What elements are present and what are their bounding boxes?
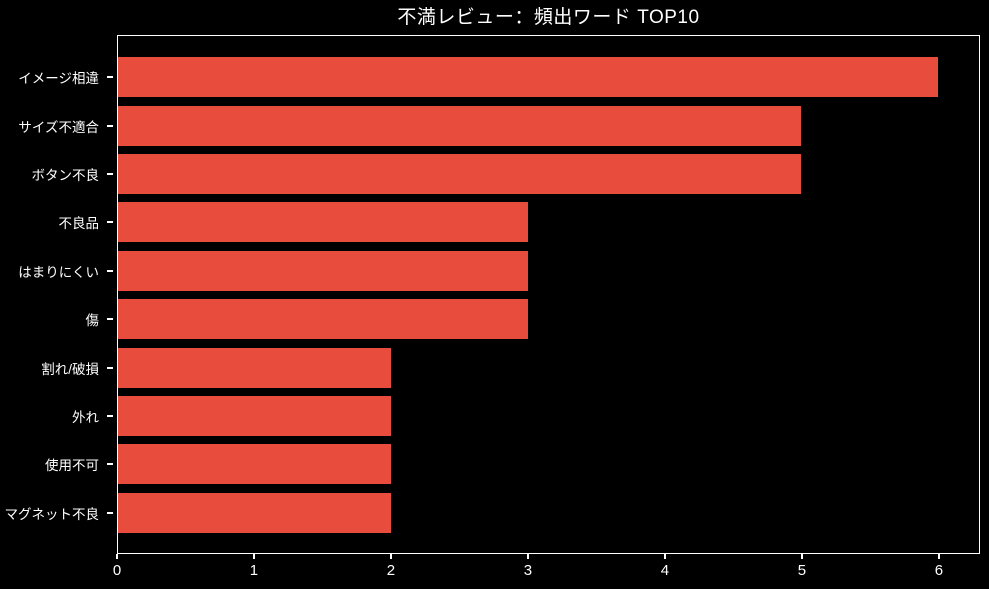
y-tick-mark [107,173,113,176]
bar [118,347,392,388]
plot-area [117,35,980,554]
y-tick-row: 傷 [0,295,117,343]
bar [118,444,392,485]
x-tick-mark [389,554,392,559]
y-tick-row: マグネット不良 [0,489,117,537]
x-tick-label: 0 [112,562,122,579]
bar-row [118,440,979,488]
y-tick-row: 外れ [0,392,117,440]
bar [118,154,802,195]
y-tick-label: 使用不可 [45,458,99,474]
x-tick-mark [116,554,118,559]
y-tick-row: 不良品 [0,198,117,246]
y-tick-label: 外れ [72,410,99,426]
bar [118,105,802,146]
y-tick-mark [107,221,113,224]
y-tick-label: イメージ相違 [18,71,99,87]
y-tick-mark [107,463,113,466]
y-tick-mark [107,415,113,418]
bar-row [118,150,979,198]
y-tick-label: マグネット不良 [4,506,100,522]
y-tick-mark [107,124,113,127]
y-tick-mark [107,76,113,79]
y-tick-label: 割れ/破損 [41,361,99,377]
x-tick-mark [663,554,666,559]
bar-row [118,392,979,440]
bar [118,396,392,437]
bar-rows [118,36,979,553]
bar-row [118,295,979,343]
bar [118,202,528,243]
x-tick-mark [252,554,255,559]
x-tick-label: 2 [386,562,396,579]
x-tick-label: 4 [660,562,670,579]
x-tick-mark [800,554,803,559]
y-tick-row: サイズ不適合 [0,101,117,149]
y-axis-labels: イメージ相違 サイズ不適合ボタン不良不良品はまりにくい傷割れ/破損外れ使用不可マグ… [0,36,117,553]
y-tick-mark [107,366,113,369]
y-tick-label: 傷 [85,313,100,329]
x-tick-mark [937,554,940,559]
bar-row [118,247,979,295]
y-tick-mark [107,269,113,272]
x-tick-mark [526,554,529,559]
bar [118,299,528,340]
chart-title: 不満レビュー：頻出ワード TOP10 [397,7,700,28]
y-tick-row: はまりにくい [0,247,117,295]
x-tick-label: 5 [797,562,807,579]
y-tick-label: 不良品 [58,216,100,232]
y-tick-label: はまりにくい [18,264,99,280]
x-axis: 0 1 2 3 4 5 6 [113,554,980,588]
bar-row [118,489,979,537]
bar [118,492,392,533]
bar [118,57,938,98]
y-tick-row: 使用不可 [0,440,117,488]
x-tick-label: 1 [249,562,259,579]
bar-row [118,343,979,391]
y-tick-row: イメージ相違 [0,53,117,101]
y-tick-row: ボタン不良 [0,150,117,198]
y-tick-mark [107,318,113,321]
bar-row [118,53,979,101]
y-tick-row: 割れ/破損 [0,343,117,391]
bar-row [118,198,979,246]
y-tick-label: ボタン不良 [31,168,100,184]
y-tick-label: サイズ不適合 [18,119,99,135]
x-tick-label: 3 [523,562,533,579]
x-tick-label: 6 [934,562,944,579]
bar-row [118,101,979,149]
bar [118,250,528,291]
y-tick-mark [107,511,113,514]
